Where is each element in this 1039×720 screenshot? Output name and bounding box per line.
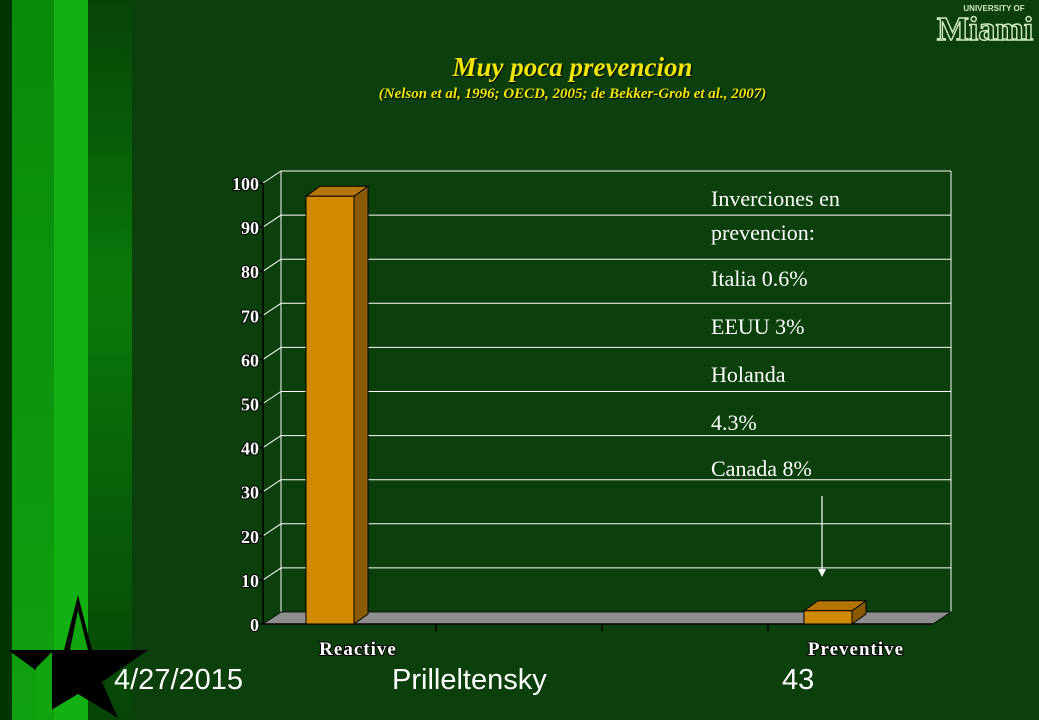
y-tick-label-100: 100 xyxy=(232,174,259,194)
gridline-side-90 xyxy=(262,214,282,228)
bar-reactive xyxy=(305,195,355,625)
star-icon xyxy=(8,595,148,718)
gridline-side-60 xyxy=(262,346,282,360)
gridline-side-100 xyxy=(262,170,282,184)
y-tick-label-20: 20 xyxy=(241,527,259,547)
footer-date: 4/27/2015 xyxy=(114,664,244,696)
footer-page-number: 43 xyxy=(782,664,815,696)
y-tick-label-10: 10 xyxy=(241,571,259,591)
gridline-side-20 xyxy=(262,523,282,537)
y-tick-label-40: 40 xyxy=(241,439,259,459)
annotation-line-6: Canada 8% xyxy=(711,456,812,481)
bar-side-reactive xyxy=(353,185,369,625)
y-tick-label-30: 30 xyxy=(241,483,259,503)
bar-layer xyxy=(304,185,868,625)
annotation-line-0: Inverciones en xyxy=(711,186,840,211)
x-tick-label-preventive: Preventive xyxy=(808,639,904,660)
axis-layer: 0 10 20 30 40 50 60 70 80 90 100 Reactive Preventive xyxy=(231,173,933,661)
y-tick-label-80: 80 xyxy=(241,262,259,282)
gridline-side-40 xyxy=(262,435,282,449)
gridline-side-70 xyxy=(262,302,282,316)
y-tick-label-0: 0 xyxy=(250,615,259,635)
university-logo: UNIVERSITY OF Miami xyxy=(936,2,1034,46)
arrow-head-icon xyxy=(818,569,826,577)
y-tick-label-90: 90 xyxy=(241,218,259,238)
chart-title: Muy poca prevencion xyxy=(452,52,693,82)
gridline-side-30 xyxy=(262,479,282,493)
grid-layer xyxy=(261,170,953,625)
annotation-line-4: Holanda xyxy=(711,362,786,387)
annotation-line-1: prevencion: xyxy=(711,220,815,245)
y-tick-label-50: 50 xyxy=(241,395,259,415)
chart-subtitle: (Nelson et al, 1996; OECD, 2005; de Bekk… xyxy=(378,86,767,102)
logo-top-text: UNIVERSITY OF xyxy=(963,4,1024,13)
left-stripe-center xyxy=(54,0,88,720)
gridline-side-10 xyxy=(262,567,282,581)
left-stripe-dark xyxy=(0,0,12,720)
annotation-line-5: 4.3% xyxy=(711,410,757,435)
logo-main-text: Miami xyxy=(937,11,1033,46)
footer-author: Prilleltensky xyxy=(392,664,547,696)
annotation-layer: Inverciones en prevencion: Italia 0.6% EEUU… xyxy=(711,186,840,577)
annotation-line-2: Italia 0.6% xyxy=(711,266,808,291)
bar-preventive xyxy=(803,610,853,625)
left-stripe-bright xyxy=(12,0,54,720)
gridline-side-80 xyxy=(262,258,282,272)
gridline-side-50 xyxy=(262,391,282,404)
y-tick-label-70: 70 xyxy=(241,306,259,326)
x-tick-label-reactive: Reactive xyxy=(319,639,397,660)
annotation-line-3: EEUU 3% xyxy=(711,314,804,339)
left-stripe-shade xyxy=(88,0,132,720)
y-tick-label-60: 60 xyxy=(241,350,259,370)
